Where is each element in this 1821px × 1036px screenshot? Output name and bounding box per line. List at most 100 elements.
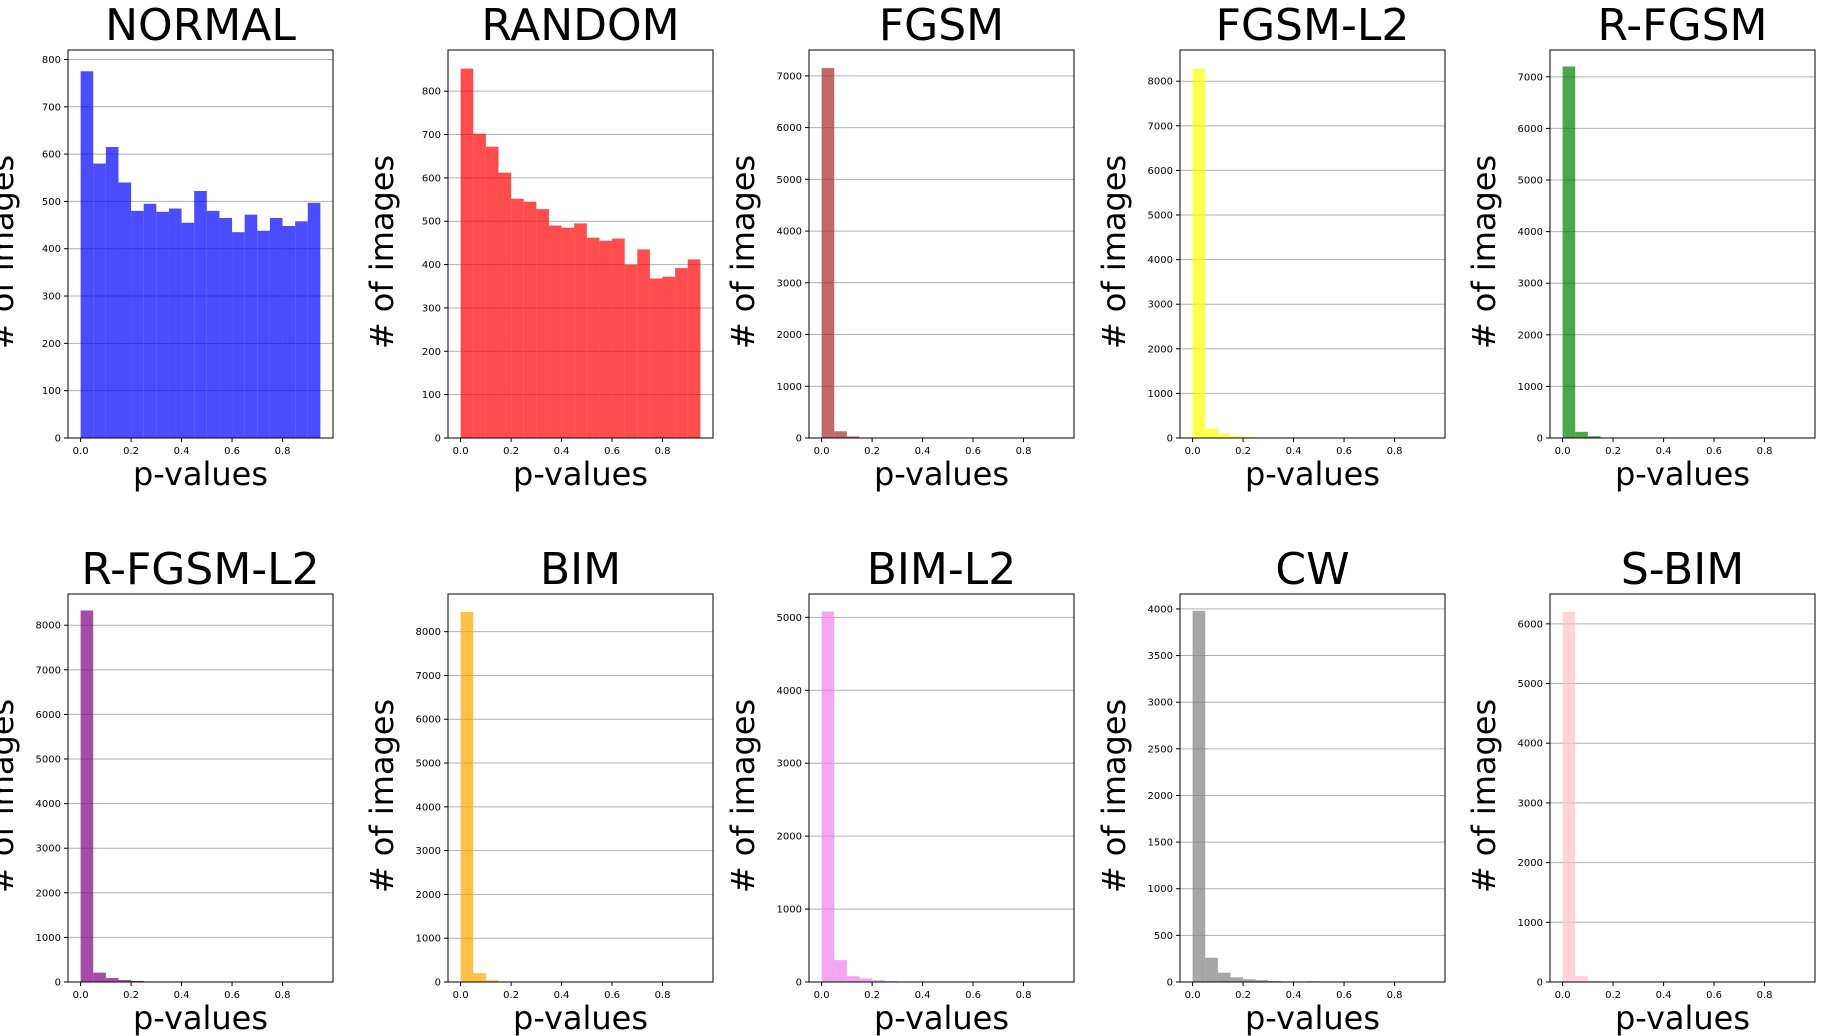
x-tick-label: 0.8: [275, 446, 291, 457]
y-axis-label: # of images: [0, 699, 21, 893]
x-tick-label: 0.0: [453, 990, 469, 1001]
y-tick-label: 500: [422, 217, 441, 228]
y-axis-label: # of images: [1465, 699, 1503, 893]
x-tick-label: 0.6: [604, 446, 620, 457]
x-tick-label: 0.8: [1387, 446, 1403, 457]
histogram-bar: [586, 237, 600, 438]
y-tick-label: 800: [422, 87, 441, 98]
y-tick-label: 2500: [1148, 744, 1173, 755]
x-axis-label: p-values: [874, 455, 1009, 493]
histogram-bar: [1205, 428, 1218, 438]
y-tick-label: 4000: [1518, 227, 1543, 238]
y-tick-label: 6000: [777, 123, 802, 134]
plot-frame: [1179, 593, 1446, 983]
y-tick-label: 6000: [1518, 124, 1543, 135]
histogram-bar: [1587, 980, 1601, 982]
y-tick-label: 7000: [1148, 121, 1173, 132]
histogram-bar: [649, 278, 663, 438]
y-tick-label: 700: [42, 102, 61, 113]
histogram-bar: [612, 238, 625, 438]
histogram-bar: [511, 198, 524, 438]
y-tick-label: 6000: [1518, 619, 1543, 630]
histogram-bar: [1575, 431, 1588, 438]
panel-r-fgsm: 0 1000 2000 3000 4000 5000 6000 7000 0.0 0.2 0.4 0.…: [1465, 0, 1816, 493]
x-tick-label: 0.6: [1336, 990, 1352, 1001]
histogram-bar: [282, 226, 296, 438]
y-tick-label: 2000: [777, 330, 802, 341]
y-tick-label: 1000: [1148, 389, 1173, 400]
x-tick-label: 0.0: [814, 990, 830, 1001]
panel-fgsm-l2: 0 1000 2000 3000 4000 5000 6000 7000 8000 0.0 0.2 0…: [1095, 0, 1446, 493]
y-tick-label: 400: [42, 244, 61, 255]
x-tick-label: 0.8: [655, 990, 671, 1001]
histogram-bar: [194, 191, 207, 438]
plot-frame: [808, 593, 1075, 983]
y-tick-label: 3000: [1148, 300, 1173, 311]
x-tick-label: 0.8: [1016, 990, 1032, 1001]
y-tick-label: 1000: [777, 382, 802, 393]
histogram-bar: [834, 431, 847, 438]
histogram-bar: [1243, 979, 1256, 982]
y-tick-label: 5000: [777, 175, 802, 186]
y-tick-label: 100: [42, 386, 61, 397]
histogram-bar: [131, 210, 144, 438]
histogram-bar: [118, 979, 132, 982]
plot-frame: [1549, 49, 1816, 439]
x-tick-label: 0.2: [1235, 446, 1251, 457]
y-tick-label: 600: [422, 173, 441, 184]
histogram-bar: [536, 209, 549, 438]
y-tick-label: 4000: [416, 802, 441, 813]
y-tick-label: 0: [435, 434, 441, 445]
panel-title: CW: [1275, 544, 1349, 595]
plot-frame: [67, 49, 334, 439]
y-tick-label: 200: [42, 339, 61, 350]
x-axis-label: p-values: [1245, 999, 1380, 1036]
x-tick-label: 0.2: [864, 446, 880, 457]
panel-title: RANDOM: [481, 0, 679, 51]
y-tick-label: 3000: [1518, 798, 1543, 809]
histogram-bar: [473, 973, 486, 982]
plot-frame: [447, 593, 714, 983]
x-axis-label: p-values: [1245, 455, 1380, 493]
panel-title: BIM: [540, 544, 621, 595]
histogram-bar: [244, 214, 258, 438]
y-tick-label: 500: [42, 197, 61, 208]
x-tick-label: 0.8: [1387, 990, 1403, 1001]
x-axis-label: p-values: [1615, 455, 1750, 493]
y-tick-label: 1000: [1518, 918, 1543, 929]
histogram-bar: [105, 977, 119, 982]
y-tick-label: 5000: [1148, 211, 1173, 222]
x-tick-label: 0.6: [1706, 446, 1722, 457]
y-tick-label: 2000: [1148, 791, 1173, 802]
plot-frame: [808, 49, 1075, 439]
y-axis-label: # of images: [363, 699, 401, 893]
panel-title: FGSM: [879, 0, 1004, 51]
histogram-bar: [168, 208, 182, 438]
x-tick-label: 0.4: [915, 446, 931, 457]
histogram-bar: [1230, 977, 1244, 982]
histogram-bar: [1562, 611, 1576, 982]
y-tick-label: 700: [422, 130, 441, 141]
histogram-bar: [1230, 435, 1244, 438]
x-tick-label: 0.0: [73, 990, 89, 1001]
histogram-bar: [523, 201, 537, 438]
x-tick-label: 0.6: [1336, 446, 1352, 457]
y-tick-label: 7000: [1518, 72, 1543, 83]
histogram-bar: [257, 230, 270, 438]
y-tick-label: 3000: [777, 278, 802, 289]
histogram-bar: [1192, 610, 1206, 982]
x-tick-label: 0.6: [224, 990, 240, 1001]
panel-title: S-BIM: [1621, 544, 1744, 595]
x-tick-label: 0.2: [864, 990, 880, 1001]
histogram-bar: [872, 980, 885, 982]
x-tick-label: 0.4: [1656, 446, 1672, 457]
y-tick-label: 800: [42, 55, 61, 66]
y-tick-label: 1000: [1148, 884, 1173, 895]
x-tick-label: 0.4: [174, 446, 190, 457]
histogram-bar: [687, 259, 701, 438]
y-tick-label: 0: [1537, 978, 1543, 989]
y-tick-label: 0: [1537, 434, 1543, 445]
panel-title: R-FGSM-L2: [81, 544, 319, 595]
y-tick-label: 0: [435, 978, 441, 989]
